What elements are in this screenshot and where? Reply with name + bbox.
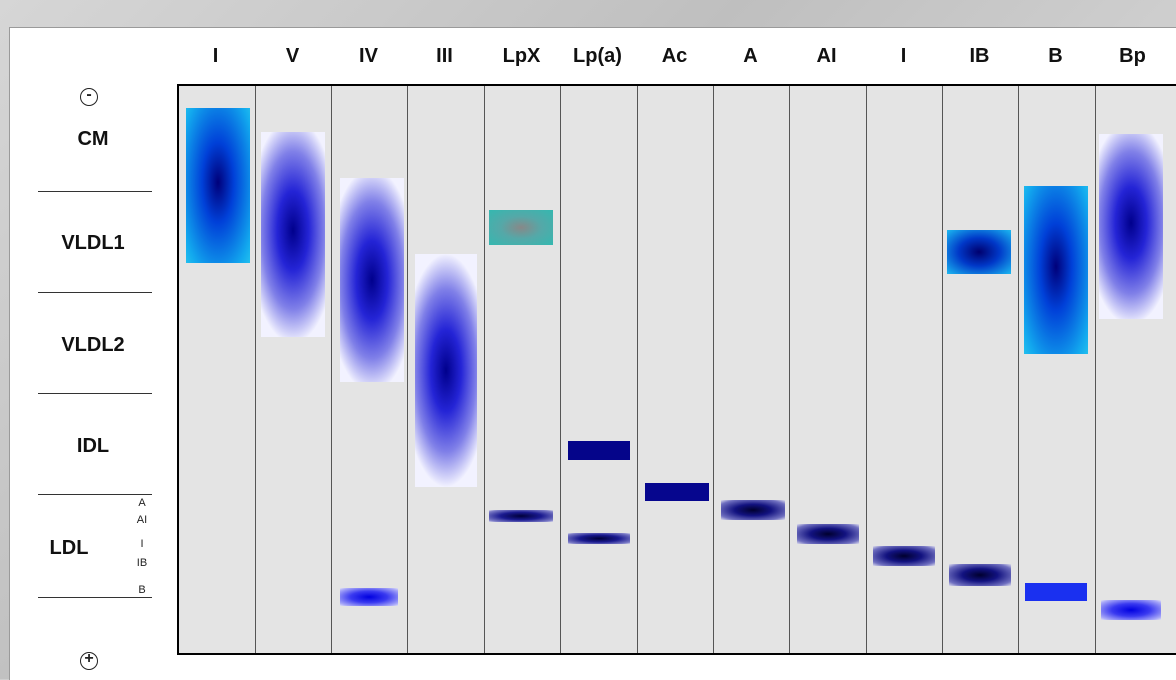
lane-label-3: IV (359, 45, 378, 67)
band-lane-lpa-ldl (568, 533, 630, 544)
lane-divider (866, 86, 867, 653)
row-separator (38, 597, 152, 598)
ldl-subclass-label: B (138, 584, 146, 596)
lane-label-2: V (285, 45, 300, 67)
gel-area (177, 84, 1176, 655)
lane-label-9: AI (816, 45, 837, 67)
band-lane-ib-vldl1 (947, 230, 1011, 274)
lane-divider (560, 86, 561, 653)
band-lane-ai (797, 524, 859, 544)
band-lane-bp-vldl (1099, 134, 1163, 319)
lane-divider (942, 86, 943, 653)
row-label-idl: IDL (76, 435, 110, 457)
lane-label-7: Ac (661, 45, 688, 67)
band-lane-v (261, 132, 325, 337)
band-lane-b-ldl (1025, 583, 1087, 601)
lane-divider (331, 86, 332, 653)
row-label-vldl1: VLDL1 (61, 232, 125, 254)
lane-label-13: Bp (1119, 45, 1146, 67)
lane-label-4: III (436, 45, 453, 67)
band-lane-iii (415, 254, 477, 487)
band-lane-lpx-ldl (489, 510, 553, 522)
row-label-ldl: LDL (49, 537, 89, 559)
band-lane-bp-ldl (1101, 600, 1161, 620)
row-separator (38, 191, 152, 192)
band-lane-lpx-vldl1 (489, 210, 553, 245)
lane-divider (637, 86, 638, 653)
band-lane-lpa-idl (568, 441, 630, 460)
band-lane-a (721, 500, 785, 520)
lane-divider (713, 86, 714, 653)
row-separator (38, 494, 152, 495)
band-lane-ib-ldl (949, 564, 1011, 586)
lane-divider (1095, 86, 1096, 653)
lane-label-5: LpX (502, 45, 541, 67)
lane-divider (255, 86, 256, 653)
band-lane-iv-vldl (340, 178, 404, 382)
row-label-vldl2: VLDL2 (61, 334, 125, 356)
lane-divider (407, 86, 408, 653)
band-lane-b-vldl (1024, 186, 1088, 354)
row-separator (38, 393, 152, 394)
band-lane-i-cm (186, 108, 250, 263)
cathode-icon: - (80, 86, 98, 106)
anode-icon: + (80, 650, 98, 670)
lane-label-8: A (743, 45, 758, 67)
band-lane-iv-ldl (340, 588, 398, 606)
ldl-subclass-label: A (138, 497, 146, 509)
lane-divider (484, 86, 485, 653)
ldl-subclass-label: IB (136, 557, 148, 569)
band-lane-ac (645, 483, 709, 501)
lane-label-6: Lp(a) (573, 45, 622, 67)
lane-label-12: B (1048, 45, 1063, 67)
row-label-cm: CM (77, 128, 109, 150)
lane-label-1: I (212, 45, 219, 67)
ldl-subclass-label: I (140, 538, 144, 550)
lane-divider (789, 86, 790, 653)
lane-divider (1018, 86, 1019, 653)
row-separator (38, 292, 152, 293)
ldl-subclass-label: AI (136, 514, 148, 526)
lane-label-10: I (900, 45, 907, 67)
lane-label-11: IB (969, 45, 990, 67)
band-lane-i-ldl (873, 546, 935, 566)
